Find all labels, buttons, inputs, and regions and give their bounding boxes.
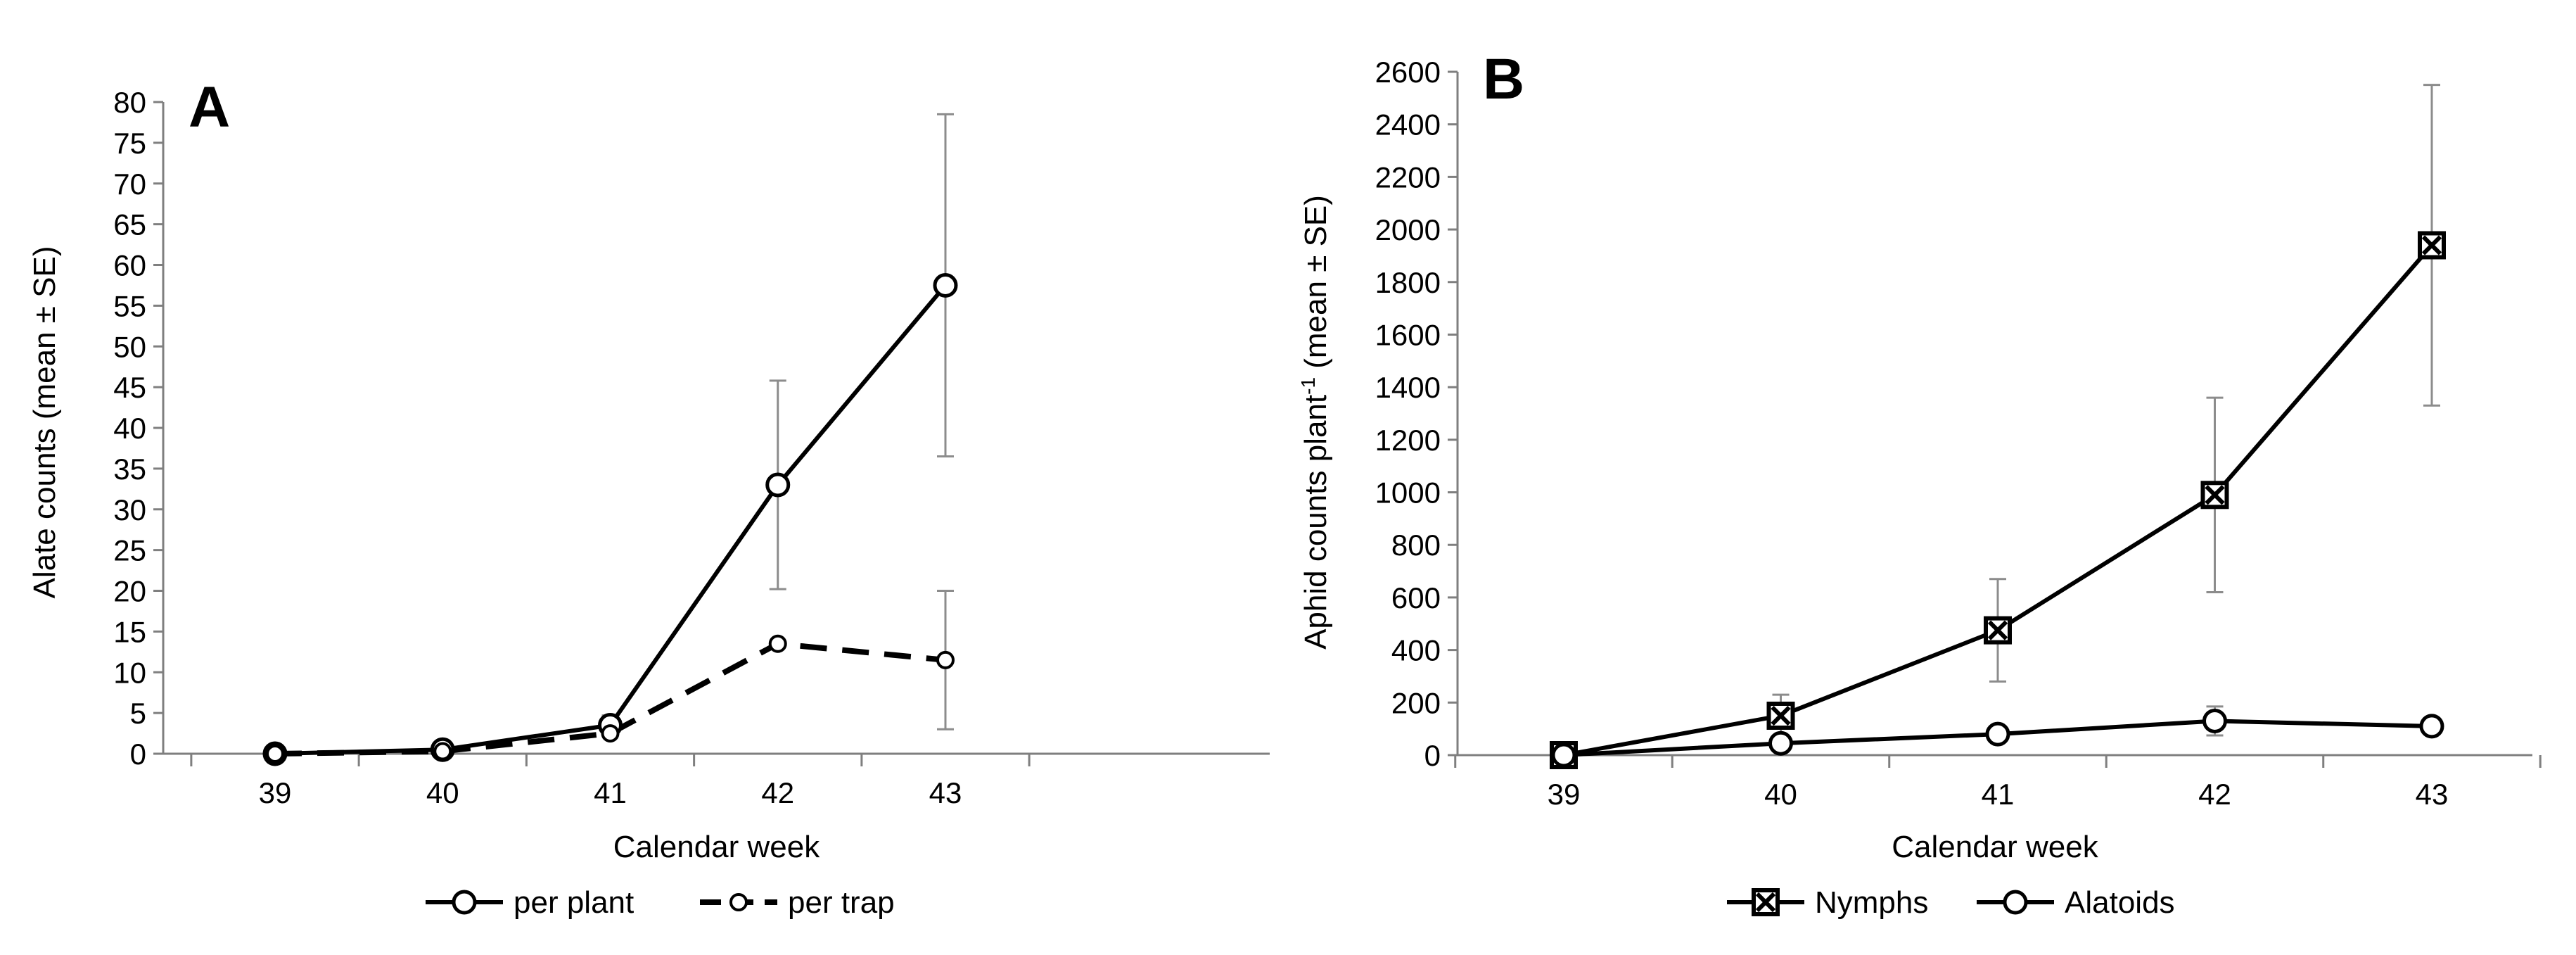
x-tick-label-a: 40 — [426, 776, 459, 809]
y-tick-label-b: 1600 — [1375, 318, 1441, 351]
x-tick-label-b: 40 — [1764, 778, 1797, 811]
data-point-nymphs-cross-b — [1771, 705, 1791, 726]
y-axis-title-a: Alate counts (mean ± SE) — [27, 246, 62, 598]
x-tick-label-a: 41 — [594, 776, 627, 809]
legend-marker-nymphs — [1752, 888, 1780, 916]
legend-marker-per-trap — [729, 893, 748, 911]
y-tick-label-b: 1200 — [1375, 424, 1441, 457]
y-tick-label-b: 200 — [1391, 686, 1441, 719]
y-tick-label-a: 75 — [113, 127, 146, 160]
y-tick-label-a: 10 — [113, 656, 146, 689]
data-point-per-trap — [936, 650, 955, 669]
legend-label-per-trap: per trap — [788, 885, 895, 920]
data-point-alatoids — [2419, 714, 2444, 739]
y-tick-label-b: 2600 — [1375, 56, 1441, 89]
y-tick-label-a: 70 — [113, 167, 146, 201]
y-tick-label-a: 30 — [113, 493, 146, 526]
panel-b: B 0 200 400 600 800 1000 1200 1400 1600 1800 2000 22… — [1297, 47, 2542, 920]
y-axis-title-sup-b: -1 — [1297, 377, 1319, 395]
panel-a: A 0 5 10 15 20 25 30 35 40 45 50 55 60 65 70 75 80 39 40 41 4… — [27, 75, 1270, 920]
y-tick-label-a: 80 — [113, 86, 146, 119]
y-tick-label-a: 65 — [113, 208, 146, 241]
y-tick-label-a: 55 — [113, 289, 146, 322]
y-tick-label-b: 0 — [1424, 739, 1441, 772]
panel-letter-a: A — [189, 75, 230, 139]
y-tick-label-a: 40 — [113, 412, 146, 445]
y-tick-label-a: 15 — [113, 615, 146, 648]
x-axis-title-a: Calendar week — [613, 830, 820, 864]
y-tick-label-a: 20 — [113, 575, 146, 608]
y-tick-label-a: 60 — [113, 249, 146, 282]
series-line-per-plant — [274, 284, 948, 756]
legend-marker-alatoids — [2003, 890, 2028, 915]
y-tick-label-b: 2000 — [1375, 213, 1441, 246]
x-tick-label-a: 42 — [761, 776, 794, 809]
data-point-per-plant — [765, 472, 791, 498]
legend-label-per-plant: per plant — [514, 885, 634, 920]
data-point-nymphs-cross-b — [2205, 485, 2225, 505]
y-tick-label-a: 0 — [130, 738, 146, 771]
data-point-per-plant — [933, 272, 958, 298]
x-axis-title-b: Calendar week — [1892, 830, 2098, 864]
y-tick-label-a: 5 — [130, 697, 146, 730]
y-axis-title-main-b: Aphid counts plant — [1299, 395, 1333, 650]
data-point-nymphs — [2200, 481, 2229, 510]
x-tick-label-b: 39 — [1548, 778, 1581, 811]
data-point-alatoids — [1985, 721, 2010, 747]
y-tick-label-b: 2400 — [1375, 108, 1441, 141]
data-point-alatoids — [1768, 731, 1793, 756]
legend-marker-nymphs-cross-b — [1755, 892, 1776, 913]
legend-label-nymphs: Nymphs — [1815, 885, 1928, 920]
data-point-nymphs-cross-b — [2421, 235, 2442, 255]
y-tick-label-a: 50 — [113, 330, 146, 363]
x-tick-label-a: 43 — [929, 776, 962, 809]
data-point-per-trap — [601, 724, 620, 743]
data-point-per-trap — [768, 634, 787, 653]
data-point-nymphs — [1984, 616, 2012, 645]
y-tick-label-b: 800 — [1391, 529, 1441, 562]
y-tick-label-b: 1000 — [1375, 476, 1441, 510]
data-point-nymphs-cross-b — [1987, 620, 2008, 640]
y-axis-title-b: Aphid counts plant-1 (mean ± SE) — [1297, 195, 1333, 650]
y-tick-label-b: 1400 — [1375, 371, 1441, 404]
y-tick-label-b: 2200 — [1375, 160, 1441, 194]
y-tick-label-a: 45 — [113, 371, 146, 404]
y-tick-label-b: 400 — [1391, 634, 1441, 667]
legend-label-alatoids: Alatoids — [2065, 885, 2175, 920]
data-point-per-trap — [266, 745, 284, 763]
data-point-per-trap — [433, 742, 452, 761]
data-point-alatoids — [1551, 742, 1576, 768]
y-tick-label-a: 35 — [113, 453, 146, 486]
legend-marker-per-plant — [452, 890, 477, 915]
data-point-nymphs — [2418, 231, 2446, 260]
x-tick-label-a: 39 — [259, 776, 292, 809]
x-tick-label-b: 42 — [2198, 778, 2231, 811]
x-tick-label-b: 41 — [1982, 778, 2015, 811]
data-point-nymphs — [1766, 701, 1795, 730]
data-point-alatoids — [2202, 708, 2227, 733]
panel-letter-b: B — [1483, 47, 1524, 111]
y-tick-label-b: 1800 — [1375, 266, 1441, 299]
y-tick-label-a: 25 — [113, 534, 146, 567]
y-axis-title-tail-b: (mean ± SE) — [1299, 195, 1333, 377]
y-tick-label-b: 600 — [1391, 581, 1441, 614]
x-tick-label-b: 43 — [2416, 778, 2449, 811]
